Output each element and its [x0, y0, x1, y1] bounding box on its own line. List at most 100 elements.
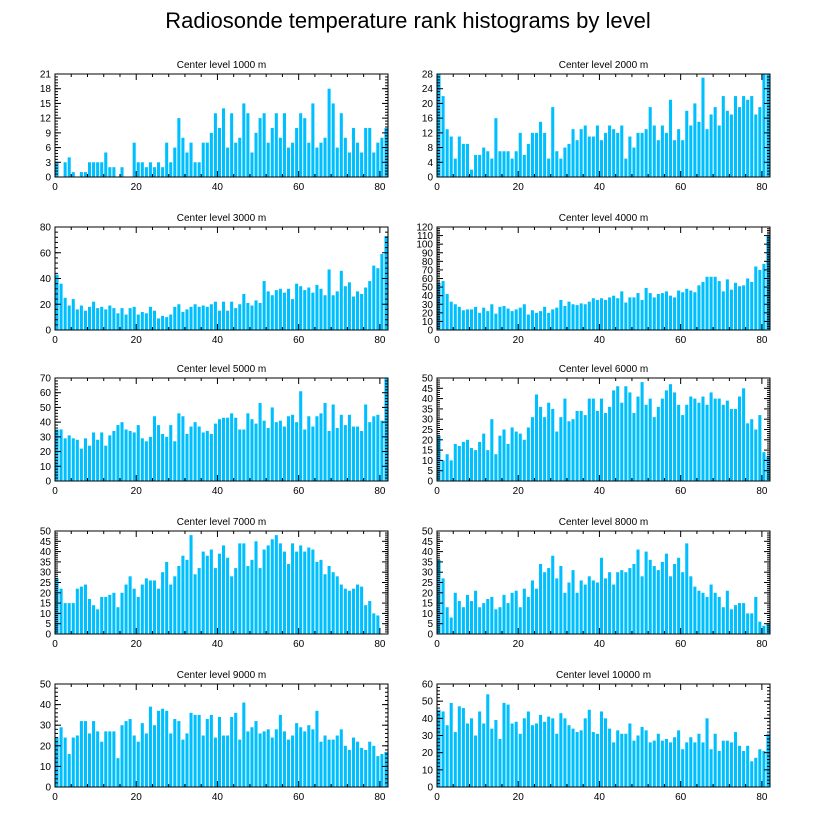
histogram-bar [238, 304, 242, 330]
histogram-bar [530, 725, 534, 787]
histogram-bar [587, 301, 591, 330]
histogram-bar [315, 561, 319, 634]
histogram-bar [136, 741, 140, 787]
histogram-bar [681, 749, 685, 787]
histogram-bar [193, 304, 197, 330]
y-tick-label: 20 [40, 447, 52, 458]
histogram-bar [693, 742, 697, 787]
histogram-bar [165, 561, 169, 634]
histogram-bar [652, 417, 656, 481]
histogram-bar [701, 592, 705, 634]
histogram-bar [518, 433, 522, 481]
histogram-bar [514, 431, 518, 481]
histogram-bar [717, 596, 721, 634]
histogram-bar [368, 422, 372, 481]
histogram-bar [152, 725, 157, 787]
x-tick-label: 80 [374, 792, 386, 803]
histogram-bar [595, 299, 599, 330]
histogram-bar [303, 118, 307, 177]
histogram-bar [100, 306, 104, 330]
histogram-bar [526, 143, 530, 177]
histogram-bar [136, 162, 140, 177]
histogram-bar [319, 741, 323, 787]
histogram-bar [754, 429, 758, 481]
histogram-bar [632, 740, 636, 787]
histogram-bar [522, 718, 526, 787]
histogram-bar [539, 563, 543, 634]
histogram-bar [152, 416, 157, 481]
y-tick-label: 20 [422, 748, 434, 759]
histogram-bar [295, 422, 299, 481]
histogram-bar [59, 429, 63, 481]
histogram-bar [677, 290, 681, 330]
histogram-bar [222, 108, 226, 177]
histogram-bar [96, 162, 100, 177]
panel-title: Center level 5000 m [177, 364, 267, 375]
histogram-bar [534, 394, 539, 481]
histogram-bar [331, 572, 335, 634]
histogram-bar [595, 733, 599, 787]
histogram-bar [571, 728, 575, 787]
histogram-bar [181, 416, 185, 481]
histogram-bar [729, 742, 733, 787]
histogram-bar [754, 596, 758, 634]
histogram-bar [205, 306, 209, 330]
x-tick-label: 0 [434, 486, 440, 497]
histogram-bar [339, 584, 343, 634]
histogram-bar [83, 584, 87, 634]
histogram-bar [364, 749, 368, 787]
histogram-bar [656, 293, 660, 330]
histogram-bar [673, 297, 677, 330]
histogram-bar [742, 750, 746, 787]
histogram-bar [351, 426, 356, 481]
histogram-bar [343, 137, 347, 177]
x-tick-label: 20 [131, 639, 143, 650]
histogram-bar [173, 441, 177, 481]
y-tick-label: 70 [40, 374, 52, 385]
histogram-bar [685, 404, 689, 481]
histogram-bar [274, 535, 278, 634]
histogram-bar [372, 745, 376, 787]
histogram-bar [311, 729, 315, 787]
y-tick-label: 30 [40, 721, 52, 732]
histogram-bar [291, 414, 295, 481]
x-tick-label: 0 [52, 335, 58, 346]
histogram-bar [705, 276, 709, 330]
histogram-bar [725, 590, 729, 634]
histogram-bar [254, 300, 258, 330]
histogram-bar [254, 721, 258, 787]
histogram-bar [67, 305, 71, 330]
histogram-bar [725, 279, 729, 330]
y-tick-label: 60 [422, 680, 434, 691]
histogram-bar [547, 716, 551, 787]
histogram-bar [124, 584, 128, 634]
histogram-bar [230, 413, 234, 481]
histogram-bar [668, 576, 673, 634]
histogram-bar [384, 236, 388, 330]
y-tick-label: 50 [422, 374, 434, 385]
histogram-bar [510, 427, 514, 481]
x-tick-label: 80 [756, 182, 768, 193]
histogram-bar [258, 733, 262, 787]
x-tick-label: 80 [374, 486, 386, 497]
y-tick-label: 70 [422, 265, 434, 276]
histogram-bar [262, 113, 266, 177]
histogram-bar [343, 588, 347, 634]
x-tick-label: 0 [434, 639, 440, 650]
histogram-bar [148, 706, 152, 787]
histogram-bar [628, 297, 632, 330]
histogram-bar [148, 436, 152, 481]
histogram-bar [693, 398, 697, 481]
histogram-bar [453, 443, 457, 481]
histogram-bar [441, 96, 445, 177]
histogram-bar [335, 735, 339, 787]
histogram-bar [498, 306, 502, 330]
histogram-bar [222, 301, 226, 330]
histogram-bar [282, 113, 286, 177]
histogram-bar [124, 721, 128, 787]
histogram-bar [299, 113, 303, 177]
histogram-bar [591, 732, 595, 787]
histogram-bar [579, 580, 583, 634]
histogram-bar [347, 414, 351, 481]
y-tick-label: 8 [427, 143, 433, 154]
